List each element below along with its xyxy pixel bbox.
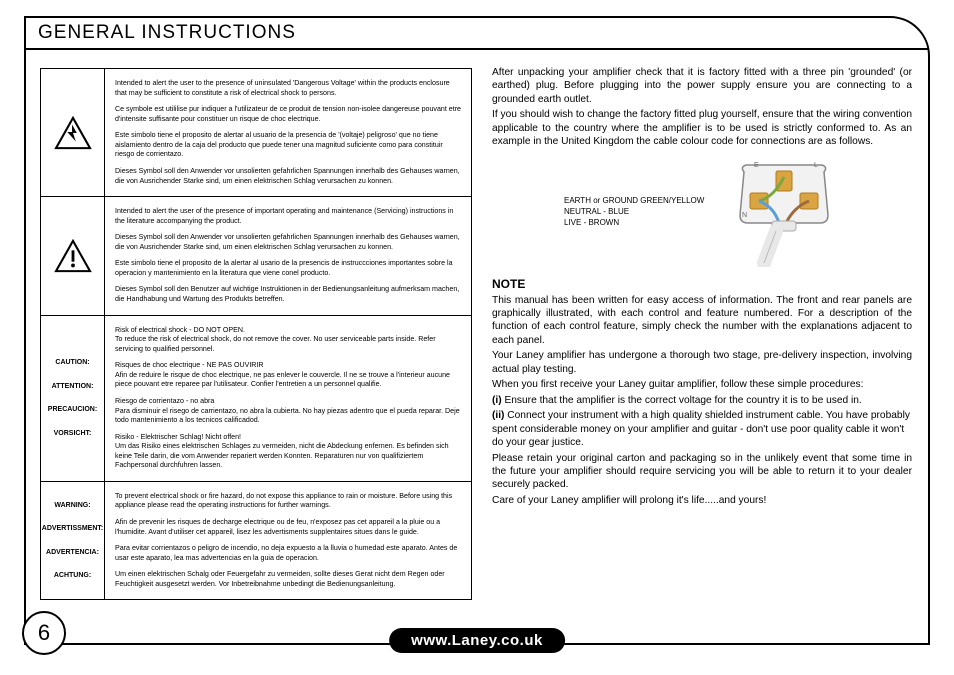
table-label-cell: CAUTION: ATTENTION: PRECAUCION: VORSICHT… [41,316,105,481]
intro-paragraph: If you should wish to change the factory… [492,108,912,148]
warning-text: To prevent electrical shock or fire haza… [115,492,461,511]
plug-label-earth: EARTH or GROUND GREEN/YELLOW [564,195,704,206]
warning-text: Intended to alert the user to the presen… [115,79,461,98]
note-paragraph: This manual has been written for easy ac… [492,294,912,348]
row-label: WARNING: [54,501,90,510]
exclaim-triangle-icon [54,239,92,273]
plug-label-neutral: NEUTRAL - BLUE [564,206,704,217]
row-label: PRECAUCION: [48,405,97,414]
warning-text: Este simbolo tiene el proposito de alert… [115,131,461,160]
table-row: Intended to alert the user of the presen… [41,197,471,316]
table-icon-cell [41,69,105,196]
warning-text: Este simbolo tiene el proposito de la al… [115,259,461,278]
plug-labels: EARTH or GROUND GREEN/YELLOW NEUTRAL - B… [564,195,704,229]
row-label: ATTENTION: [52,382,94,391]
table-row: Intended to alert the user to the presen… [41,69,471,197]
plug-label-live: LIVE - BROWN [564,217,704,228]
warning-text: Dieses Symbol soll den Anwender vor unso… [115,233,461,252]
note-paragraph: Care of your Laney amplifier will prolon… [492,494,912,507]
warning-text: Afin de prevenir les risques de decharge… [115,518,461,537]
note-item-text: Connect your instrument with a high qual… [492,410,910,448]
note-paragraph: Your Laney amplifier has undergone a tho… [492,349,912,376]
note-heading: NOTE [492,277,912,293]
row-label: ACHTUNG: [54,571,91,580]
warning-text: Para evitar corrientazos o peligro de in… [115,544,461,563]
lightning-triangle-icon [54,116,92,150]
note-item-label: (ii) [492,410,504,421]
row-label: ADVERTENCIA: [46,548,99,557]
note-paragraph: Please retain your original carton and p… [492,452,912,492]
warning-text: Risques de choc electrique - NE PAS OUVI… [115,361,461,390]
warning-text: Dieses Symbol soll den Benutzer auf wich… [115,285,461,304]
row-label: ADVERTISSMENT: [42,524,103,533]
row-label: VORSICHT: [54,429,92,438]
warning-text: Um einen elektrischen Schalg oder Feuerg… [115,570,461,589]
svg-text:L: L [814,162,818,169]
warnings-table: Intended to alert the user to the presen… [40,68,472,600]
warning-text: Riesgo de corrientazo - no abra Para dis… [115,397,461,426]
table-text-cell: Intended to alert the user of the presen… [105,197,471,315]
warning-text: Ce symbole est utililise pur indiquer a … [115,105,461,124]
table-icon-cell [41,197,105,315]
note-item: (ii) Connect your instrument with a high… [492,409,912,449]
table-label-cell: WARNING: ADVERTISSMENT: ADVERTENCIA: ACH… [41,482,105,600]
footer-url: www.Laney.co.uk [389,628,565,653]
note-item-label: (i) [492,395,502,406]
plug-row: EARTH or GROUND GREEN/YELLOW NEUTRAL - B… [492,157,912,267]
table-text-cell: Intended to alert the user to the presen… [105,69,471,196]
row-label: CAUTION: [55,358,89,367]
warning-text: Risiko - Elektrischer Schlag! Nicht offe… [115,433,461,471]
table-row: CAUTION: ATTENTION: PRECAUCION: VORSICHT… [41,316,471,482]
table-text-cell: Risk of electrical shock - DO NOT OPEN. … [105,316,471,481]
table-text-cell: To prevent electrical shock or fire haza… [105,482,471,600]
right-column: After unpacking your amplifier check tha… [492,66,912,509]
intro-paragraph: After unpacking your amplifier check tha… [492,66,912,106]
svg-text:N: N [742,212,747,219]
plug-illustration: E L N [724,157,844,267]
warning-text: Dieses Symbol soll den Anwender vor unso… [115,167,461,186]
table-row: WARNING: ADVERTISSMENT: ADVERTENCIA: ACH… [41,482,471,600]
warning-text: Risk of electrical shock - DO NOT OPEN. … [115,326,461,355]
page-number: 6 [22,611,66,655]
page-title: GENERAL INSTRUCTIONS [38,22,296,44]
svg-text:E: E [754,162,759,169]
page-number-value: 6 [38,620,50,646]
note-item-text: Ensure that the amplifier is the correct… [502,395,862,406]
note-item: (i) Ensure that the amplifier is the cor… [492,394,912,407]
note-paragraph: When you first receive your Laney guitar… [492,378,912,391]
warning-text: Intended to alert the user of the presen… [115,207,461,226]
title-rule [26,48,928,50]
